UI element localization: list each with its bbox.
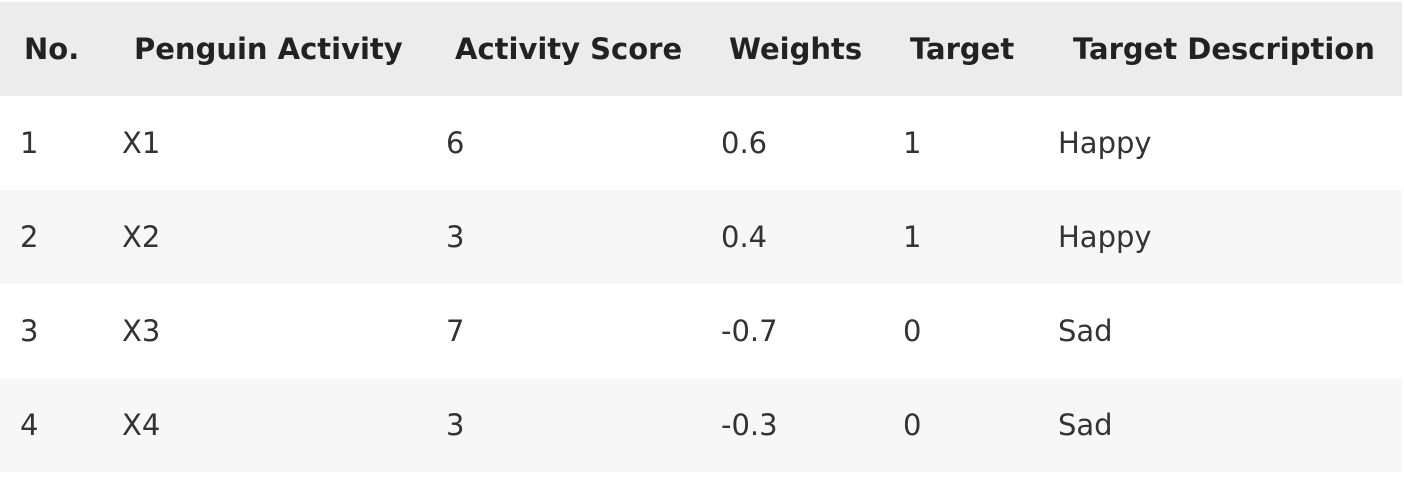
header-target-description: Target Description: [1073, 32, 1375, 66]
cell-no: 4: [20, 408, 39, 442]
header-weights: Weights: [729, 32, 863, 66]
cell-penguin-activity: X1: [122, 126, 161, 160]
cell-target-description: Sad: [1058, 408, 1113, 442]
header-activity-score: Activity Score: [455, 32, 683, 66]
cell-target-description: Sad: [1058, 314, 1113, 348]
cell-weights: -0.7: [721, 314, 778, 348]
cell-no: 2: [20, 220, 39, 254]
cell-target: 1: [903, 220, 922, 254]
cell-penguin-activity: X4: [122, 408, 161, 442]
table-row: 4 X4 3 -0.3 0 Sad: [0, 378, 1402, 472]
header-penguin-activity: Penguin Activity: [134, 32, 403, 66]
table-row: 1 X1 6 0.6 1 Happy: [0, 96, 1402, 190]
cell-target-description: Happy: [1058, 220, 1152, 254]
cell-target: 0: [903, 314, 922, 348]
table-row: 2 X2 3 0.4 1 Happy: [0, 190, 1402, 284]
header-no: No.: [24, 32, 80, 66]
cell-weights: -0.3: [721, 408, 778, 442]
cell-activity-score: 3: [446, 408, 465, 442]
cell-activity-score: 7: [446, 314, 465, 348]
cell-weights: 0.4: [721, 220, 768, 254]
table-header-row: No. Penguin Activity Activity Score Weig…: [0, 2, 1402, 96]
header-target: Target: [910, 32, 1015, 66]
cell-target: 1: [903, 126, 922, 160]
cell-no: 1: [20, 126, 39, 160]
cell-no: 3: [20, 314, 39, 348]
cell-penguin-activity: X3: [122, 314, 161, 348]
cell-weights: 0.6: [721, 126, 768, 160]
cell-activity-score: 6: [446, 126, 465, 160]
cell-target: 0: [903, 408, 922, 442]
cell-activity-score: 3: [446, 220, 465, 254]
cell-penguin-activity: X2: [122, 220, 161, 254]
data-table: No. Penguin Activity Activity Score Weig…: [0, 2, 1402, 472]
cell-target-description: Happy: [1058, 126, 1152, 160]
table-row: 3 X3 7 -0.7 0 Sad: [0, 284, 1402, 378]
